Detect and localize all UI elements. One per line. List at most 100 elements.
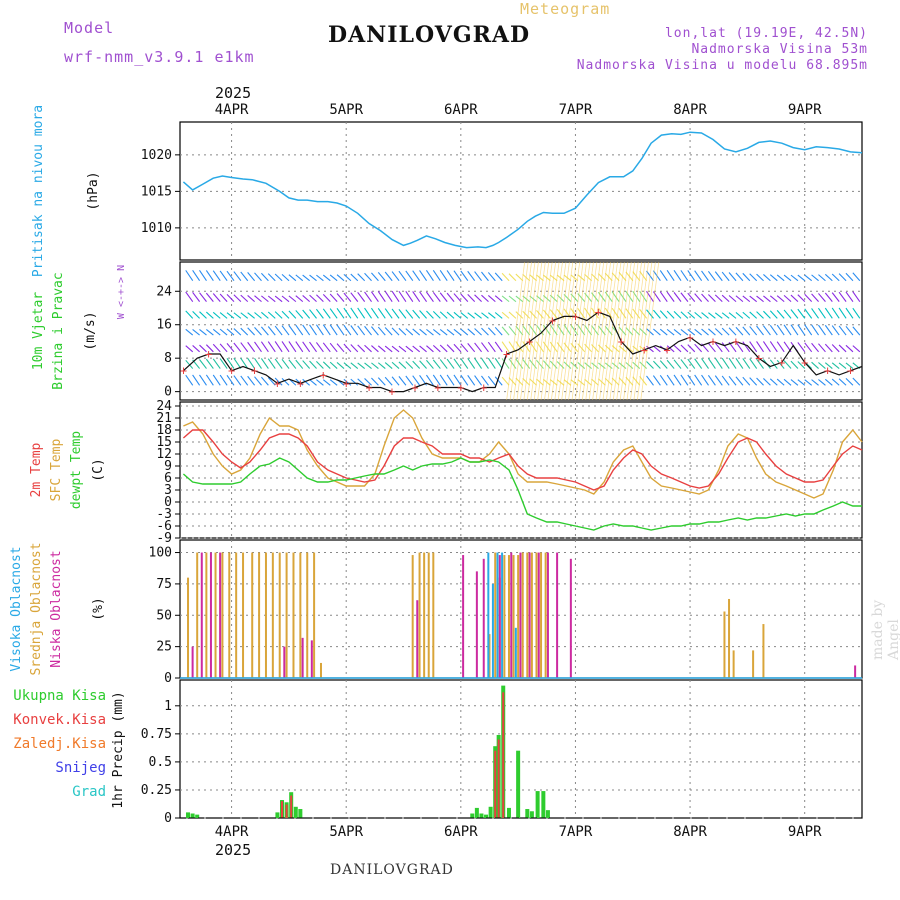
cloud-bar-cloud_low (546, 552, 549, 678)
wind-barb (721, 271, 730, 282)
wind-barb (254, 357, 262, 369)
wind-barb (426, 328, 434, 336)
wind-barb (398, 361, 407, 369)
cloud-bar-cloud_mid (292, 552, 295, 678)
wind-barb (199, 270, 207, 282)
precip-bar-precip_total (529, 811, 534, 818)
wind-barb (274, 325, 283, 336)
wind-barb (474, 312, 482, 319)
wind-barb (199, 344, 207, 353)
wind-barb (797, 294, 806, 303)
wind-barb (240, 312, 249, 319)
wind-barb (226, 358, 235, 369)
wind-speed-marker: + (549, 314, 556, 328)
precip-bar-precip_total (545, 810, 550, 818)
wind-barb (233, 294, 242, 303)
wind-barb (818, 379, 826, 386)
wind-barb (185, 359, 194, 369)
wind-speed-marker: + (366, 380, 373, 394)
wind-speed-marker: + (503, 347, 510, 361)
wind-barb (281, 377, 290, 386)
wind-barb (398, 290, 407, 302)
wind-barb (824, 343, 833, 353)
wind-barb (316, 379, 324, 386)
wind-barb (508, 273, 517, 282)
wind-barb (192, 329, 200, 336)
wind-barb (549, 360, 558, 369)
series-line-sfc_temp (183, 409, 863, 499)
precip-bar-precip_conv (290, 795, 293, 818)
wind-barb (783, 360, 792, 369)
wind-barb (432, 310, 441, 319)
wind-speed-marker: + (205, 347, 212, 361)
wind-barb (226, 343, 235, 353)
wind-barb (811, 274, 819, 282)
wind-barb (364, 307, 372, 319)
ylabel-wind-sub: Brzina i Pravac (51, 272, 66, 389)
wind-barb (701, 270, 709, 282)
wind-barb (309, 274, 317, 282)
cloud-bar-cloud_mid (221, 552, 224, 678)
wind-barb (391, 345, 400, 353)
wind-barb (584, 362, 592, 369)
wind-barb (425, 270, 434, 282)
wind-barb (219, 312, 228, 319)
cloud-bar-cloud_mid (214, 552, 217, 678)
wind-speed-marker: + (434, 380, 441, 394)
ylabel-pressure: Pritisak na nivou mora (31, 105, 46, 277)
cloud-bar-cloud_mid (427, 552, 430, 678)
wind-barb (384, 308, 393, 319)
wind-speed-marker: + (824, 364, 831, 378)
wind-barb (481, 375, 489, 386)
wind-barb (446, 344, 455, 353)
wind-barb (652, 309, 661, 319)
wind-barb (432, 374, 441, 386)
cloud-bar-cloud_mid (187, 577, 190, 678)
wind-barb (302, 309, 311, 319)
wind-barb (343, 378, 352, 386)
cloud-bar-cloud_high (487, 552, 490, 678)
wind-barb (666, 345, 675, 353)
precip-legend-0: Ukupna Kisa (13, 688, 106, 704)
wind-barb (302, 295, 311, 303)
wind-barb (680, 344, 689, 353)
wind-hatch (568, 261, 587, 401)
wind-barb (329, 308, 338, 319)
wind-barb (556, 342, 565, 353)
wind-barb (687, 358, 696, 369)
wind-barb (481, 312, 489, 319)
wind-barb (274, 311, 283, 319)
wind-barb (226, 328, 235, 336)
wind-barb (467, 328, 476, 336)
wind-barb (322, 324, 331, 336)
wind-barb (370, 326, 379, 336)
ytick-label: -3 (156, 507, 172, 522)
wind-barb (446, 358, 455, 369)
footer-station-name: DANILOVGRAD (330, 862, 454, 878)
wind-barb (515, 311, 524, 319)
wind-barb (391, 290, 400, 302)
wind-barb (432, 359, 441, 369)
wind-barb (432, 329, 441, 336)
wind-barb (501, 311, 510, 319)
wind-barb (302, 274, 310, 282)
wind-barb (591, 307, 599, 319)
wind-speed-marker: + (526, 334, 533, 348)
wind-barb (721, 327, 730, 336)
wind-barb (501, 272, 510, 282)
wind-barb (542, 360, 551, 369)
wind-barb (460, 358, 469, 369)
wind-barb (350, 292, 359, 302)
wind-barb (852, 345, 861, 353)
cloud-bar-cloud_high (491, 583, 494, 678)
wind-barb (426, 310, 434, 319)
wind-barb (756, 358, 764, 369)
wind-barb (261, 295, 269, 303)
wind-barb (205, 270, 214, 282)
wind-barb (384, 362, 393, 369)
ytick-label: 50 (156, 608, 172, 623)
wind-barb (845, 362, 854, 369)
wind-barb (776, 274, 785, 282)
wind-barb (831, 292, 840, 302)
